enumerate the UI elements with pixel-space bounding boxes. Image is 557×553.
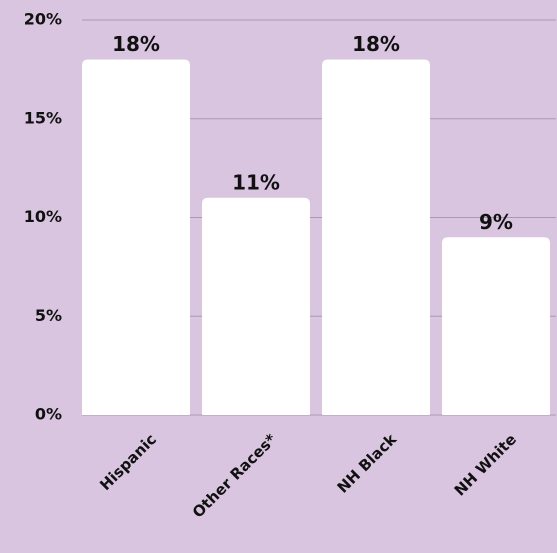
value-label: 9% bbox=[479, 210, 513, 234]
y-tick-label: 20% bbox=[24, 10, 62, 29]
value-label: 11% bbox=[232, 170, 280, 194]
x-tick-label: NH White bbox=[451, 430, 520, 499]
y-tick-label: 5% bbox=[35, 306, 62, 325]
x-tick-label: Other Races* bbox=[189, 430, 280, 521]
bar bbox=[442, 237, 550, 415]
bar bbox=[202, 197, 310, 415]
x-tick-label: Hispanic bbox=[96, 430, 160, 494]
y-tick-label: 10% bbox=[24, 207, 62, 226]
x-tick-label: NH Black bbox=[334, 430, 401, 497]
y-tick-label: 0% bbox=[35, 405, 62, 424]
bar bbox=[82, 59, 190, 415]
y-tick-label: 15% bbox=[24, 108, 62, 127]
bar bbox=[322, 59, 430, 415]
value-label: 18% bbox=[112, 32, 160, 56]
value-label: 18% bbox=[352, 32, 400, 56]
